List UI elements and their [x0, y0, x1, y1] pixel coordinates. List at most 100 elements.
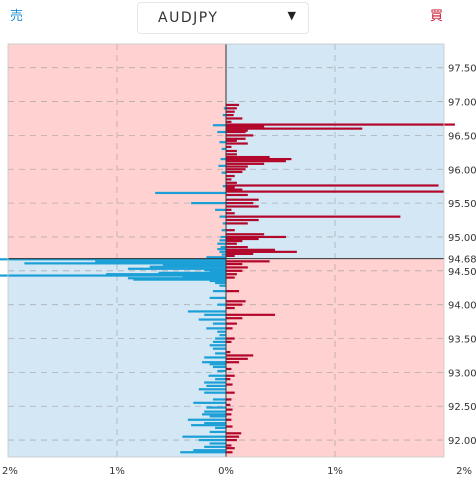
buy-bar	[226, 367, 232, 371]
sell-bar	[204, 313, 226, 316]
buy-bar	[226, 260, 270, 263]
buy-bar	[226, 451, 233, 454]
buy-bar	[226, 266, 248, 269]
sell-bar	[220, 235, 226, 239]
buy-bar	[226, 327, 233, 330]
y-tick-label: 95.50	[448, 199, 476, 210]
sell-bar	[149, 265, 226, 268]
buy-bar	[226, 162, 265, 165]
sell-bar	[133, 278, 226, 281]
sell-bar	[217, 242, 226, 245]
buy-bar	[226, 113, 234, 117]
buy-bar	[226, 193, 248, 197]
sell-bar	[24, 262, 226, 265]
buy-bar	[226, 168, 246, 171]
sell-bar	[95, 260, 226, 263]
sell-bar	[204, 269, 226, 272]
buy-bar	[226, 273, 237, 276]
sell-bar	[221, 147, 226, 151]
sell-bar	[209, 270, 226, 273]
buy-bar	[226, 198, 259, 201]
buy-bar	[226, 322, 237, 325]
sell-bar	[212, 124, 226, 127]
y-tick-label: 92.00	[448, 436, 476, 447]
sell-bar	[204, 422, 226, 425]
x-tick-label: 0%	[218, 466, 234, 477]
buy-bar	[226, 123, 455, 126]
buy-bar	[226, 418, 232, 421]
sell-bar	[215, 281, 226, 285]
sell-bar	[206, 406, 226, 409]
buy-bar	[226, 248, 276, 251]
buy-bar	[226, 215, 401, 218]
x-tick-label: 1%	[109, 466, 125, 477]
buy-bar	[226, 447, 235, 450]
buy-bar	[226, 165, 248, 168]
buy-bar	[226, 212, 235, 215]
buy-bar	[226, 290, 240, 293]
sell-bar	[180, 451, 226, 454]
buy-bar	[226, 153, 237, 156]
sell-bar	[215, 426, 226, 429]
buy-bar	[226, 354, 254, 357]
sell-bar	[223, 107, 226, 110]
sell-bar	[217, 369, 226, 373]
sell-bar	[219, 215, 226, 218]
currency-pair-select[interactable]: AUDJPY ▼	[137, 2, 309, 34]
buy-label: 買	[430, 9, 444, 24]
buy-bar	[226, 134, 254, 137]
sell-bar	[221, 229, 226, 232]
sell-bar	[158, 271, 226, 274]
buy-bar	[226, 340, 232, 344]
sell-bar	[204, 356, 226, 359]
sell-bar	[202, 361, 226, 364]
buy-bar	[226, 269, 243, 272]
sell-bar	[191, 424, 226, 427]
sell-bar	[187, 310, 226, 313]
sell-bar	[209, 430, 226, 434]
sell-bar	[219, 239, 226, 242]
buy-bar	[226, 425, 233, 428]
sell-bar	[0, 274, 226, 277]
sell-bar	[217, 248, 226, 251]
buy-bar	[226, 262, 243, 266]
sell-bar	[209, 279, 226, 283]
buy-bar	[226, 129, 248, 132]
buy-bar	[226, 139, 237, 142]
sell-bar	[193, 449, 226, 452]
buy-bar	[226, 303, 243, 306]
buy-bar	[226, 174, 235, 178]
sell-bar	[215, 337, 226, 340]
buy-bar	[226, 127, 363, 130]
buy-bar	[226, 155, 270, 159]
buy-bar	[226, 254, 235, 258]
buy-bar	[226, 170, 243, 174]
buy-bar	[226, 103, 240, 107]
sell-bar	[209, 344, 226, 347]
buy-bar	[226, 229, 235, 232]
buy-bar	[226, 413, 232, 416]
sell-bar	[202, 413, 226, 416]
sell-bar	[193, 401, 226, 404]
sell-bar	[182, 275, 226, 279]
buy-bar	[226, 202, 254, 205]
buy-bar	[226, 239, 243, 243]
sell-bar	[204, 410, 226, 413]
buy-bar	[226, 107, 237, 110]
buy-bar	[226, 178, 232, 181]
y-tick-label: 93.50	[448, 335, 476, 346]
sell-bar	[221, 171, 226, 174]
buy-bar	[226, 130, 246, 134]
sell-bar	[222, 113, 226, 117]
sell-bar	[218, 164, 226, 167]
sell-bar	[198, 388, 226, 391]
x-tick-label: 1%	[327, 466, 343, 477]
buy-bar	[226, 137, 246, 140]
buy-bar	[226, 435, 240, 438]
sell-bar	[162, 264, 226, 267]
y-tick-label: 94.00	[448, 301, 476, 312]
sell-bar	[222, 185, 226, 188]
sell-bar	[212, 340, 226, 344]
sell-bar	[204, 445, 226, 448]
